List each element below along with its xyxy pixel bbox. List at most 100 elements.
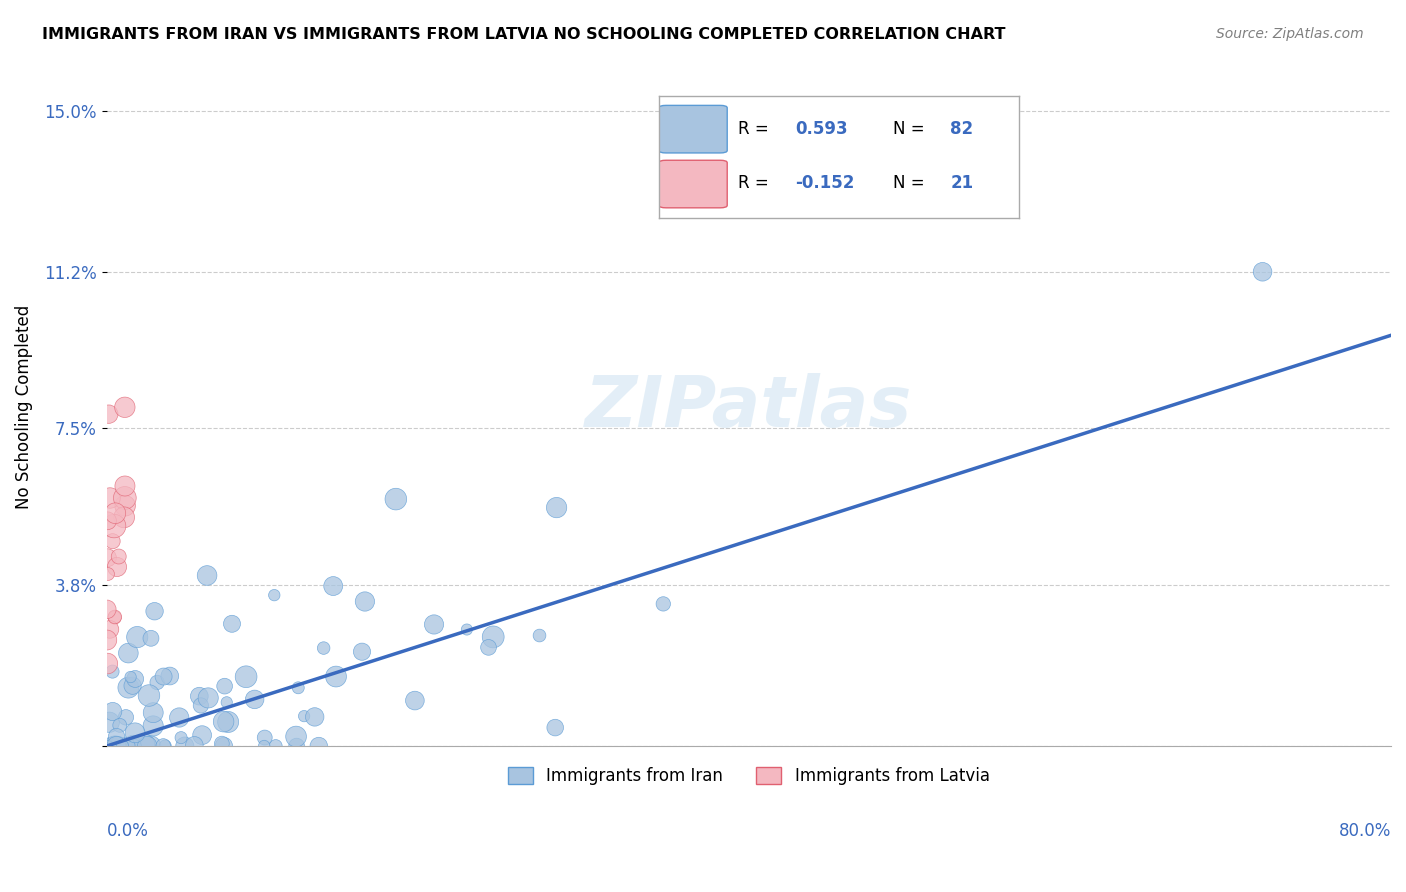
Point	[114, 491, 136, 505]
Point	[354, 594, 377, 608]
Point	[112, 510, 135, 524]
Point	[312, 641, 335, 656]
Point	[101, 665, 124, 679]
Point	[146, 675, 169, 690]
Point	[114, 401, 136, 415]
Point	[115, 739, 138, 753]
Point	[124, 672, 146, 686]
Point	[139, 739, 162, 753]
Point	[104, 739, 127, 753]
Point	[263, 588, 285, 602]
Point	[104, 506, 127, 520]
Point	[114, 479, 136, 493]
Point	[142, 706, 165, 720]
Text: Source: ZipAtlas.com: Source: ZipAtlas.com	[1216, 27, 1364, 41]
Point	[136, 739, 159, 753]
Point	[404, 693, 426, 707]
Point	[138, 689, 160, 703]
Point	[350, 645, 373, 659]
Point	[191, 728, 214, 742]
Point	[127, 630, 149, 644]
Point	[215, 695, 238, 709]
Point	[235, 670, 257, 684]
Point	[322, 579, 344, 593]
Point	[477, 640, 499, 655]
Point	[97, 739, 120, 753]
Point	[104, 610, 127, 624]
Point	[121, 679, 143, 693]
Point	[212, 714, 235, 729]
Text: 80.0%: 80.0%	[1339, 822, 1391, 840]
Point	[153, 739, 176, 753]
Point	[170, 731, 193, 745]
Point	[103, 519, 125, 533]
Point	[105, 739, 128, 753]
Point	[214, 679, 236, 693]
Point	[253, 731, 276, 745]
Point	[139, 632, 162, 646]
Point	[285, 730, 308, 744]
Point	[287, 681, 309, 695]
Point	[159, 669, 181, 683]
Point	[112, 739, 135, 753]
Point	[100, 739, 122, 753]
Point	[456, 623, 478, 637]
Point	[98, 491, 121, 505]
Point	[98, 623, 121, 637]
Point	[103, 739, 125, 753]
Point	[152, 739, 174, 753]
Point	[114, 499, 136, 513]
Point	[111, 739, 134, 753]
Point	[1251, 265, 1274, 279]
Point	[529, 628, 551, 642]
Point	[264, 739, 287, 753]
Point	[120, 670, 142, 684]
Point	[183, 739, 205, 753]
Point	[96, 514, 118, 528]
Point	[104, 610, 127, 624]
Point	[546, 500, 568, 515]
Point	[217, 714, 239, 729]
Point	[98, 715, 121, 730]
Point	[221, 616, 243, 631]
Point	[292, 709, 315, 723]
Point	[105, 730, 128, 744]
Point	[385, 492, 408, 507]
Point	[134, 737, 156, 751]
Point	[96, 602, 118, 616]
Point	[117, 646, 139, 660]
Legend: Immigrants from Iran, Immigrants from Latvia: Immigrants from Iran, Immigrants from La…	[501, 760, 997, 792]
Text: 0.0%: 0.0%	[107, 822, 149, 840]
Point	[652, 597, 675, 611]
Y-axis label: No Schooling Completed: No Schooling Completed	[15, 305, 32, 509]
Point	[143, 604, 166, 618]
Point	[96, 657, 118, 671]
Point	[142, 719, 165, 733]
Point	[124, 739, 146, 753]
Point	[97, 567, 120, 582]
Point	[243, 692, 266, 706]
Point	[167, 710, 190, 724]
Point	[96, 633, 118, 648]
Point	[197, 690, 219, 705]
Point	[188, 689, 211, 703]
Point	[124, 726, 146, 740]
Point	[152, 669, 174, 683]
Point	[117, 681, 139, 695]
Point	[101, 534, 124, 549]
Point	[308, 739, 330, 753]
Point	[121, 735, 143, 749]
Point	[190, 698, 212, 713]
Point	[115, 710, 138, 724]
Point	[423, 617, 446, 632]
Text: ZIPatlas: ZIPatlas	[585, 373, 912, 442]
Point	[304, 710, 326, 724]
Point	[107, 549, 129, 564]
Text: IMMIGRANTS FROM IRAN VS IMMIGRANTS FROM LATVIA NO SCHOOLING COMPLETED CORRELATIO: IMMIGRANTS FROM IRAN VS IMMIGRANTS FROM …	[42, 27, 1005, 42]
Point	[253, 739, 276, 753]
Point	[107, 738, 129, 752]
Point	[285, 739, 308, 753]
Point	[212, 739, 235, 753]
Point	[173, 739, 195, 753]
Point	[195, 568, 218, 582]
